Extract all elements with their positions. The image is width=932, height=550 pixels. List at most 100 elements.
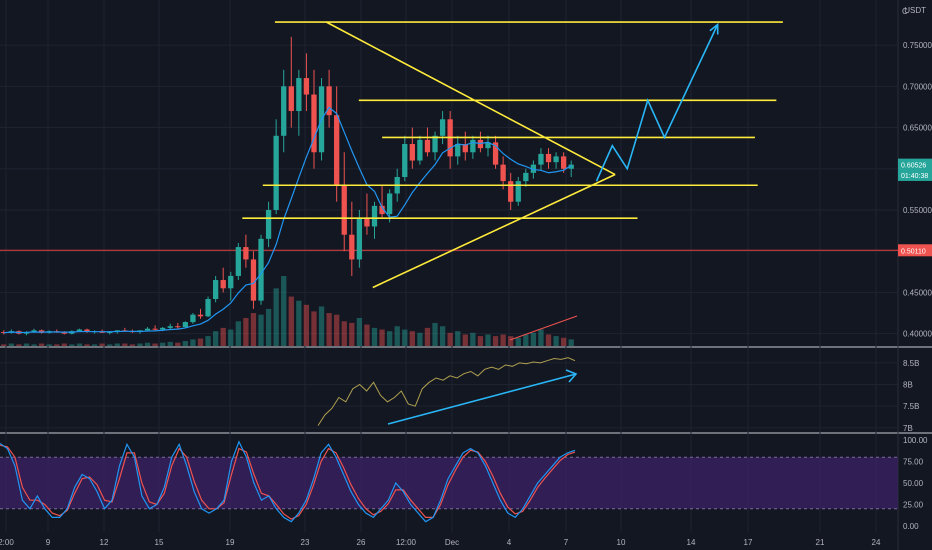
candle-body (235, 247, 241, 276)
volume-bar (107, 344, 113, 346)
candle-body (417, 139, 423, 161)
volume-bar (265, 308, 272, 346)
x-tick-label: 4 (507, 538, 512, 547)
x-tick-label: 7 (564, 538, 569, 547)
candle-body (258, 238, 264, 301)
x-tick-label: 10 (617, 538, 626, 547)
candle-body (205, 299, 211, 317)
volume-bar (334, 314, 340, 346)
volume-bar (212, 331, 219, 346)
volume-bar (99, 343, 105, 346)
candle-body (288, 86, 294, 112)
candle-body (432, 135, 438, 153)
price-tick-label: 0.75000 (903, 41, 932, 50)
forecast-arrowhead (709, 22, 719, 35)
forecast-path (595, 24, 719, 182)
volume-bar (228, 329, 234, 346)
obv-pane[interactable] (317, 357, 578, 426)
x-tick-label: 24 (872, 538, 881, 547)
volume-bar (288, 296, 294, 346)
volume-bar (561, 337, 567, 346)
x-tick-label: 21 (816, 538, 825, 547)
price-tick-label: 0.55000 (903, 206, 932, 215)
trendline (325, 21, 616, 176)
candle-body (462, 144, 468, 153)
price-label: 0.60526 (901, 163, 926, 170)
volume-bar (447, 332, 453, 346)
obv-trend-arrowhead (565, 369, 578, 383)
volume-bar (470, 332, 476, 346)
x-tick-label: 23 (301, 538, 310, 547)
candle-body (250, 259, 257, 301)
quote-currency-label: USDT (904, 6, 926, 15)
candle-body (160, 327, 166, 330)
volume-bar (530, 332, 537, 346)
volume-bar (311, 311, 317, 346)
candle-body (523, 172, 529, 182)
volume-bar (258, 314, 264, 346)
stochastic-pane[interactable] (0, 440, 898, 523)
volume-bar (160, 342, 166, 346)
candle-body (167, 326, 173, 328)
volume-bar (205, 336, 211, 346)
volume-bar (175, 342, 181, 346)
volume-bar (38, 343, 45, 346)
x-tick-label: Dec (445, 538, 459, 547)
candle-body (492, 142, 499, 165)
x-tick-label: 14 (687, 538, 696, 547)
candle-body (281, 86, 287, 136)
volume-bar (54, 344, 60, 346)
volume-bar (326, 313, 332, 346)
volume-bar (341, 321, 347, 346)
volume-bar (76, 343, 83, 346)
candle-body (530, 164, 537, 173)
stoch-k-line (0, 440, 576, 523)
volume-bar (402, 329, 408, 346)
candle-body (326, 86, 332, 116)
price-pane[interactable] (0, 21, 898, 346)
price-tick-label: 0.65000 (903, 124, 932, 133)
volume-bar (182, 341, 189, 346)
candle-body (144, 328, 151, 331)
candle-body (265, 209, 272, 239)
candle-body (364, 218, 370, 227)
volume-bar (409, 331, 415, 346)
x-tick-label: 9 (46, 538, 51, 547)
candle-body (386, 193, 393, 215)
candle-body (190, 314, 196, 323)
volume-bar (122, 343, 128, 346)
candle-body (273, 135, 279, 210)
volume-bar (508, 336, 514, 346)
price-label-box (898, 158, 932, 171)
candle-body (409, 144, 415, 161)
candle-body (311, 94, 317, 153)
obv-tick-label: 7.5B (903, 402, 919, 411)
volume-bar (417, 332, 423, 346)
x-tick-label: 19 (226, 538, 235, 547)
price-label: 0.50110 (901, 248, 926, 255)
candle-body (61, 331, 67, 334)
stoch-tick-label: 50.00 (903, 479, 924, 488)
candle-body (341, 185, 347, 235)
volume-bar (515, 337, 521, 346)
price-label-box (898, 168, 932, 181)
price-tick-label: 0.40000 (903, 330, 932, 339)
volume-bar (114, 343, 120, 346)
volume-bar (439, 326, 446, 346)
volume-bar (144, 342, 151, 346)
candle-body (439, 119, 446, 136)
volume-bar (190, 339, 196, 346)
candle-body (538, 153, 544, 165)
candle-body (424, 139, 431, 153)
volume-bar (485, 334, 491, 346)
volume-bar (23, 343, 30, 346)
obv-tick-label: 8.5B (903, 359, 919, 368)
candle-body (182, 322, 189, 328)
volume-bar (500, 334, 506, 346)
candle-body (553, 156, 559, 163)
volume-bar (129, 344, 136, 346)
candle-body (470, 139, 476, 153)
volume-bar (568, 339, 574, 346)
stoch-tick-label: 75.00 (903, 458, 924, 467)
